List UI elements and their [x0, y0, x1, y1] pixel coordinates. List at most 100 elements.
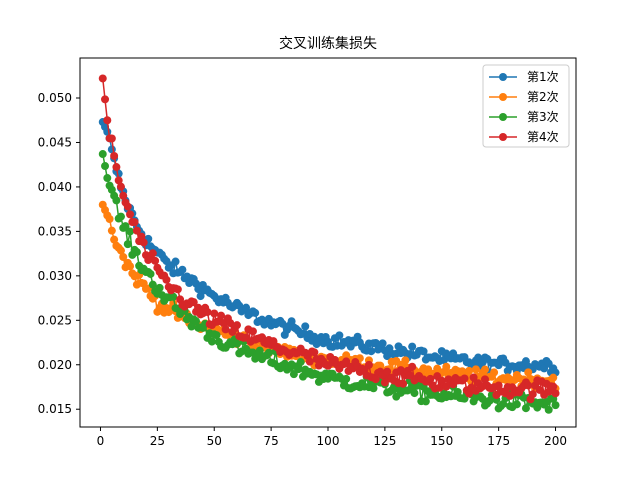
series-4-point: [194, 303, 203, 312]
series-1-point: [301, 322, 310, 331]
series-4-point: [203, 308, 212, 316]
series-layer: [98, 74, 560, 414]
series-4-point: [162, 275, 171, 284]
series-3-point: [103, 174, 112, 183]
series-2-point: [119, 252, 128, 261]
series-3-point: [264, 348, 273, 357]
series-3-point: [255, 346, 264, 355]
series-1-point: [178, 265, 187, 274]
legend-marker: [499, 73, 507, 81]
series-3-point: [101, 162, 110, 171]
series-4-point: [494, 381, 503, 390]
series-4-point: [151, 256, 160, 265]
series-3-point: [410, 389, 419, 398]
series-4-point: [342, 357, 351, 366]
series-2-point: [524, 368, 533, 377]
series-4-point: [116, 182, 125, 191]
x-tick-label: 50: [207, 434, 222, 448]
series-4-point: [107, 134, 116, 143]
series-2-point: [442, 362, 451, 371]
series-3-point: [232, 339, 241, 348]
series-3-point: [521, 404, 530, 413]
y-tick-label: 0.020: [38, 358, 72, 372]
series-3-point: [453, 387, 462, 396]
series-3-point: [123, 240, 132, 249]
series-4-point: [123, 202, 132, 211]
series-4-point: [248, 327, 257, 336]
series-4-point: [460, 374, 469, 383]
series-4: [98, 74, 560, 404]
series-3-point: [551, 401, 560, 410]
series-1-point: [196, 292, 205, 301]
legend-marker: [499, 113, 507, 121]
series-3-point: [148, 280, 157, 289]
series-3-point: [116, 212, 125, 221]
series-4-point: [426, 374, 435, 383]
series-4-point: [371, 375, 380, 384]
series-3-point: [192, 317, 201, 326]
legend-item-2: 第2次: [489, 90, 559, 104]
series-2-point: [471, 365, 480, 374]
legend-item-1: 第1次: [489, 70, 559, 84]
series-2-point: [110, 235, 119, 244]
series-3-point: [369, 384, 378, 393]
series-4-point: [396, 366, 405, 375]
series-4-point: [126, 210, 135, 219]
series-3-point: [98, 150, 107, 159]
series-2-point: [116, 246, 125, 255]
series-2-point: [549, 373, 558, 382]
series-4-point: [524, 381, 533, 390]
series-4-point: [173, 285, 182, 294]
series-4-point: [114, 176, 123, 185]
x-tick-label: 200: [544, 434, 567, 448]
axes-layer: 0 25 50 75 100 125 150 175 200 0.015 0.020 0.025 0.0…: [38, 57, 577, 448]
y-tick-label: 0.015: [38, 402, 72, 416]
series-4-point: [465, 389, 474, 398]
series-1-point: [378, 339, 387, 348]
series-1-point: [278, 319, 287, 328]
series-1-point: [335, 331, 344, 340]
y-tick-label: 0.050: [38, 91, 72, 105]
series-1-point: [419, 347, 428, 356]
series-3-point: [187, 322, 196, 331]
series-3-point: [296, 358, 305, 367]
x-tick-label: 150: [430, 434, 453, 448]
series-2-point: [105, 215, 114, 224]
series-4-point: [480, 375, 489, 384]
series-4-point: [98, 74, 107, 83]
series-3-point: [126, 227, 135, 236]
series-4-point: [112, 163, 121, 172]
series-4-point: [551, 389, 560, 398]
series-3-point: [294, 365, 303, 374]
series-4-point: [549, 382, 558, 391]
series-4-point: [305, 357, 314, 366]
x-tick-label: 0: [97, 434, 105, 448]
series-4-point: [364, 360, 373, 369]
legend-label: 第4次: [527, 130, 559, 144]
series-1-point: [251, 308, 260, 317]
series-4-point: [217, 311, 226, 320]
series-3-point: [146, 269, 155, 278]
series-4-point: [210, 309, 219, 318]
series-1-point: [494, 361, 503, 370]
legend-marker: [499, 133, 507, 141]
legend-marker: [499, 93, 507, 101]
series-2-point: [401, 356, 410, 365]
series-1-point: [242, 303, 251, 312]
series-1-point: [287, 317, 296, 326]
series-4-point: [232, 321, 241, 330]
legend-item-4: 第4次: [489, 130, 559, 144]
series-4-point: [469, 373, 478, 382]
x-tick-label: 25: [150, 434, 165, 448]
series-4-point: [130, 218, 139, 227]
series-1-point: [408, 342, 417, 351]
y-tick-label: 0.030: [38, 269, 72, 283]
series-4-point: [139, 238, 148, 247]
legend-box: [482, 64, 570, 148]
series-4-point: [119, 191, 128, 200]
series-3-point: [212, 331, 221, 340]
series-1-point: [371, 338, 380, 347]
series-4-point: [383, 367, 392, 376]
